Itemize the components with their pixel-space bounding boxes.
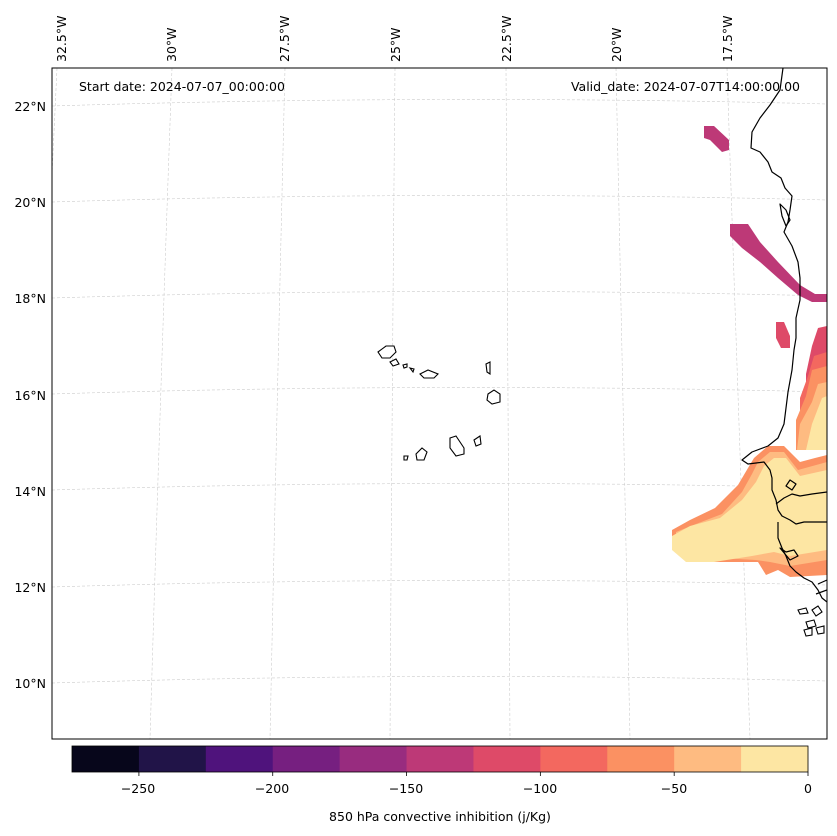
start-date-label: Start date: 2024-07-07_00:00:00 <box>79 79 285 94</box>
lat-label: 16°N <box>14 388 46 403</box>
lon-label: 20°W <box>609 27 624 62</box>
lat-label: 20°N <box>14 195 46 210</box>
africa-coast-detail <box>779 203 791 227</box>
santo-antao-island <box>377 345 397 359</box>
cape-verde-islands <box>377 345 501 461</box>
maio-island <box>473 435 482 447</box>
lon-label: 30°W <box>164 27 179 62</box>
santiago-island <box>449 435 465 457</box>
colorbar-tick-label: −150 <box>389 781 423 796</box>
bijagos-island <box>811 605 823 617</box>
bijagos-island <box>797 607 809 615</box>
lon-label: 27.5°W <box>277 16 292 62</box>
map-border <box>51 67 828 740</box>
parallel-gridlines <box>52 99 827 684</box>
lat-label: 12°N <box>14 580 46 595</box>
colorbar-ticks <box>138 772 809 776</box>
cin-contour-cell <box>672 458 827 562</box>
africa-coastline <box>741 68 827 525</box>
colorbar-cell <box>741 746 809 772</box>
bijagos-island <box>803 627 813 637</box>
map-layer <box>52 68 827 739</box>
sao-nicolau-island <box>419 369 439 379</box>
cin-contour-cell <box>776 322 790 348</box>
coastlines <box>741 68 827 637</box>
colorbar-cell <box>72 746 140 772</box>
lon-label: 32.5°W <box>54 16 69 62</box>
sao-nicolau-island <box>408 367 415 374</box>
colorbar-cell <box>339 746 408 772</box>
sal-island <box>485 361 491 376</box>
colorbar-tick-label: 0 <box>804 781 812 796</box>
colorbar-title: 850 hPa convective inhibition (j/Kg) <box>329 809 551 824</box>
cin-contour-cell <box>730 224 827 302</box>
lon-label: 22.5°W <box>499 16 514 62</box>
fogo-island <box>415 447 428 461</box>
colorbar-cell <box>205 746 274 772</box>
meridian-gridlines <box>52 68 751 739</box>
lat-label: 22°N <box>14 99 46 114</box>
boa-vista-island <box>486 389 501 405</box>
colorbar-cell <box>272 746 341 772</box>
colorbar: −250 −200 −150 −100 −50 0 850 hPa convec… <box>71 745 812 824</box>
cin-contour-cell <box>704 126 729 152</box>
longitude-labels: 32.5°W 30°W 27.5°W 25°W 22.5°W 20°W 17.5… <box>54 16 735 62</box>
cin-contour-cell <box>806 396 827 450</box>
latitude-labels: 22°N 20°N 18°N 16°N 14°N 12°N 10°N <box>14 99 46 691</box>
bijagos-island <box>805 619 817 629</box>
colorbar-tick-label: −200 <box>255 781 289 796</box>
cin-filled-contours <box>672 126 827 577</box>
colorbar-tick-label: −100 <box>523 781 557 796</box>
colorbar-cells <box>72 746 809 772</box>
colorbar-cell <box>607 746 675 772</box>
valid-date-label: Valid_date: 2024-07-07T14:00:00.00 <box>571 79 800 94</box>
colorbar-cell <box>540 746 608 772</box>
map-background <box>52 68 827 739</box>
lat-label: 10°N <box>14 676 46 691</box>
colorbar-tick-label: −250 <box>121 781 155 796</box>
lon-label: 17.5°W <box>720 16 735 62</box>
africa-coast-detail <box>815 579 827 595</box>
colorbar-cell <box>406 746 474 772</box>
lat-label: 18°N <box>14 291 46 306</box>
lat-label: 14°N <box>14 484 46 499</box>
bijagos-island <box>815 625 825 635</box>
lon-label: 25°W <box>388 27 403 62</box>
colorbar-tick-label: −50 <box>661 781 687 796</box>
sao-vicente-island <box>389 358 400 367</box>
colorbar-cell <box>138 746 207 772</box>
santa-luzia-island <box>402 363 408 369</box>
colorbar-cell <box>674 746 742 772</box>
colorbar-cell <box>473 746 541 772</box>
africa-coast-detail <box>785 479 797 491</box>
colorbar-border <box>71 745 809 773</box>
brava-island <box>403 455 409 461</box>
gambia-river <box>775 491 827 505</box>
africa-coast-detail <box>779 547 799 561</box>
